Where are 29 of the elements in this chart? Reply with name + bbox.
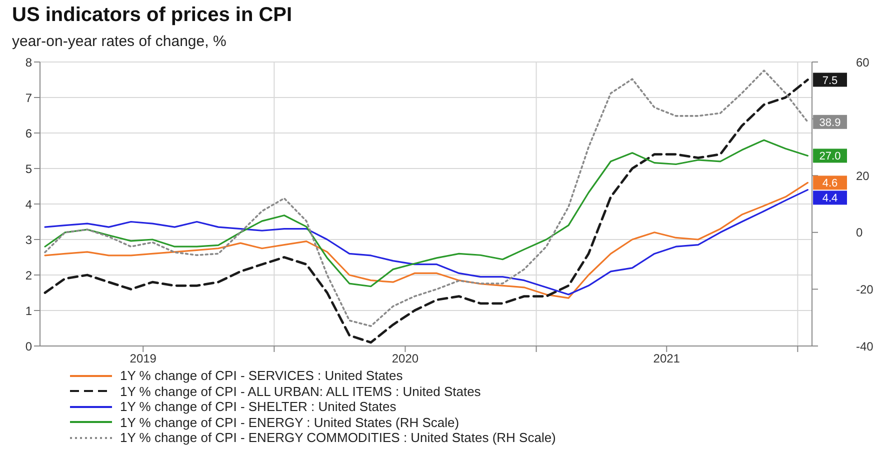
- data-label: 27.0: [819, 150, 841, 163]
- y-tick-label: 4: [25, 197, 32, 212]
- x-tick-label: 2021: [653, 352, 680, 366]
- y-tick-label: 0: [25, 339, 32, 354]
- x-tick-label: 2019: [130, 352, 157, 366]
- y2-tick-label: -40: [856, 339, 874, 354]
- chart-subtitle: year-on-year rates of change, %: [12, 33, 226, 50]
- legend-label: 1Y % change of CPI - SERVICES : United States: [120, 368, 403, 384]
- data-label: 4.6: [822, 178, 838, 190]
- legend-label: 1Y % change of CPI - ENERGY COMMODITIES : United States (RH Scale): [120, 430, 556, 446]
- y-tick-label: 2: [25, 268, 32, 282]
- chart-title: US indicators of prices in CPI: [12, 4, 292, 27]
- legend-label: 1Y % change of CPI - ALL URBAN: ALL ITEMS : United States: [120, 384, 481, 399]
- data-label: 7.5: [822, 74, 838, 87]
- y2-tick-label: -20: [856, 282, 874, 296]
- legend-label: 1Y % change of CPI - SHELTER : United States: [120, 399, 396, 414]
- y-tick-label: 8: [25, 55, 32, 70]
- y-tick-label: 5: [25, 162, 32, 176]
- y-tick-label: 6: [25, 126, 32, 140]
- y2-tick-label: 0: [856, 226, 863, 240]
- data-label: 4.4: [822, 192, 838, 205]
- y2-tick-label: 20: [856, 168, 870, 183]
- x-tick-label: 2020: [392, 352, 419, 366]
- y-tick-label: 7: [25, 90, 32, 105]
- legend-label: 1Y % change of CPI - ENERGY : United States (RH Scale): [120, 414, 460, 430]
- data-label: 38.9: [819, 116, 841, 129]
- y-tick-label: 1: [25, 304, 32, 318]
- y-tick-label: 3: [25, 232, 32, 247]
- y2-tick-label: 60: [856, 55, 870, 70]
